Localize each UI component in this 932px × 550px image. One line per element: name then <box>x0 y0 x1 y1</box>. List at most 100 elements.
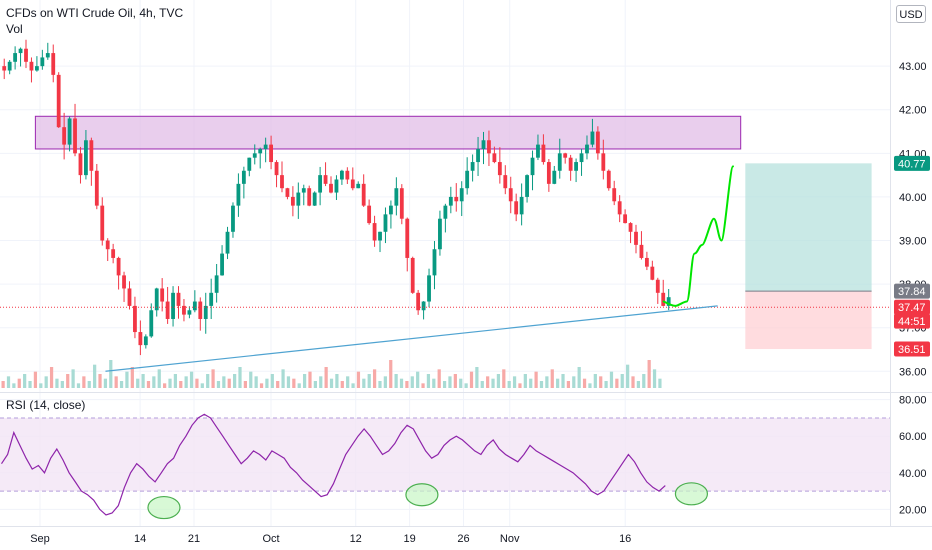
candle-body <box>470 162 475 171</box>
volume-bar <box>631 376 635 388</box>
volume-bar <box>163 383 167 388</box>
candle-body <box>525 175 529 197</box>
volume-bar <box>329 378 334 388</box>
volume-bar <box>437 369 441 388</box>
candle-body <box>241 170 246 184</box>
candle-body <box>209 292 214 306</box>
candle-body <box>405 218 410 258</box>
rsi-axis[interactable]: 20.00 40.00 60.00 80.00 <box>899 395 927 517</box>
volume-bar <box>615 378 619 388</box>
candle-body <box>623 214 628 224</box>
candle-body <box>557 153 562 171</box>
price-tag-label: 37.47 <box>898 302 926 314</box>
volume-bar <box>238 367 242 388</box>
volume-bar <box>416 371 420 388</box>
volume-bar <box>130 367 134 388</box>
candle-body <box>176 292 181 306</box>
chart-title[interactable]: CFDs on WTI Crude Oil, 4h, TVC <box>6 6 183 20</box>
time-tick-label: 16 <box>619 533 631 545</box>
candle-body <box>2 66 7 71</box>
candle-body <box>459 188 464 202</box>
candle-body <box>612 188 617 202</box>
volume-bar <box>496 374 501 388</box>
candle-body <box>225 231 230 254</box>
candle-body <box>655 279 660 293</box>
volume-bar <box>200 383 204 388</box>
rsi-oversold-circle <box>405 483 439 507</box>
volume-bar <box>184 376 188 388</box>
volume-bars <box>1 360 662 388</box>
rsi-oversold-circle <box>674 482 709 506</box>
price-pane[interactable] <box>0 39 890 388</box>
time-tick-label: 21 <box>188 533 200 545</box>
volume-bar <box>356 371 361 388</box>
candle-body <box>497 162 502 176</box>
volume-bar <box>55 378 59 388</box>
volume-legend[interactable]: Vol <box>6 22 23 36</box>
candle-body <box>214 275 219 293</box>
volume-bar <box>491 378 495 388</box>
currency-button[interactable]: USD <box>896 5 926 23</box>
candle-body <box>56 74 61 128</box>
candle-body <box>94 170 99 206</box>
volume-bar <box>620 374 624 388</box>
volume-bar <box>469 371 474 388</box>
volume-bar <box>216 381 221 388</box>
volume-bar <box>383 376 387 388</box>
volume-bar <box>136 378 140 388</box>
volume-bar <box>389 360 393 388</box>
drawings <box>0 165 890 372</box>
price-tag-box <box>894 341 930 357</box>
volume-bar <box>49 367 54 388</box>
rsi-pane[interactable] <box>0 413 890 520</box>
candle-body <box>323 175 328 184</box>
volume-bar <box>211 369 215 388</box>
volume-bar <box>243 381 247 388</box>
volume-bar <box>66 374 70 388</box>
candle-body <box>590 131 595 145</box>
volume-bar <box>222 376 226 388</box>
candle-body <box>634 231 638 245</box>
volume-bar <box>168 378 172 388</box>
candle-body <box>220 253 224 276</box>
price-tick-label: 42.00 <box>899 105 927 117</box>
volume-bar <box>233 374 237 388</box>
candle-body <box>443 205 448 219</box>
candle-body <box>503 175 508 189</box>
volume-bar <box>459 378 463 388</box>
rsi-band <box>0 417 890 492</box>
candle-body <box>372 223 377 241</box>
candle-body <box>187 310 192 315</box>
candle-body <box>138 332 143 346</box>
time-axis[interactable]: Sep 14 21 Oct 12 19 26 Nov 16 <box>30 533 631 545</box>
candle-body <box>13 53 18 62</box>
candle-body <box>650 266 655 280</box>
candle-body <box>601 153 606 171</box>
candle-body <box>116 257 121 276</box>
rsi-tick-label: 20.00 <box>899 504 927 516</box>
candle-body <box>416 292 421 311</box>
volume-bar <box>281 369 285 388</box>
volume-bar <box>119 381 124 388</box>
candle-body <box>263 144 268 149</box>
rsi-tick-label: 40.00 <box>899 468 927 480</box>
rsi-oversold-circle <box>147 495 181 520</box>
volume-bar <box>399 378 404 388</box>
candle-body <box>448 196 453 206</box>
candle-body <box>350 179 355 189</box>
volume-bar <box>642 374 646 388</box>
volume-bar <box>6 376 11 388</box>
volume-bar <box>577 367 581 388</box>
rsi-legend[interactable]: RSI (14, close) <box>6 398 85 412</box>
volume-bar <box>87 381 91 388</box>
volume-bar <box>572 376 576 388</box>
candle-body <box>361 183 366 206</box>
volume-bar <box>114 376 118 388</box>
candle-body <box>606 170 611 189</box>
candle-body <box>154 288 159 311</box>
volume-bar <box>297 383 301 388</box>
candle-body <box>247 157 252 171</box>
volume-bar <box>265 378 269 388</box>
volume-bar <box>141 374 145 388</box>
